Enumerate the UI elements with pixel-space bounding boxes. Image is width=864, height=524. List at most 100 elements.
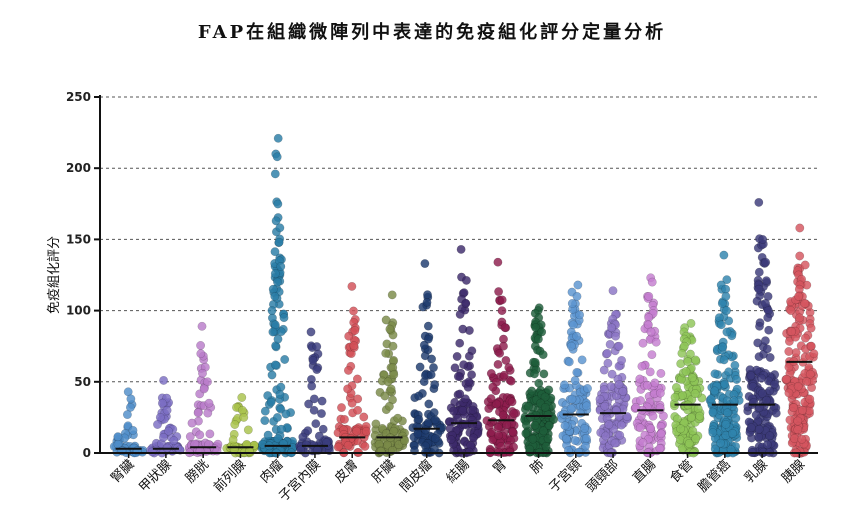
point bbox=[614, 380, 624, 389]
point bbox=[312, 342, 322, 352]
point bbox=[275, 223, 285, 233]
point bbox=[415, 362, 425, 372]
point bbox=[276, 262, 286, 271]
point bbox=[716, 320, 726, 330]
x-label-肺: 肺 bbox=[528, 457, 548, 477]
point bbox=[582, 401, 592, 411]
point bbox=[693, 404, 703, 414]
point bbox=[530, 369, 539, 379]
point bbox=[802, 377, 812, 386]
point bbox=[793, 416, 803, 426]
point bbox=[337, 403, 346, 413]
point bbox=[710, 369, 720, 379]
point bbox=[754, 352, 764, 362]
point bbox=[541, 441, 551, 451]
point bbox=[272, 413, 282, 422]
point bbox=[270, 291, 280, 301]
point bbox=[459, 360, 469, 370]
point bbox=[656, 429, 666, 439]
point bbox=[458, 405, 468, 415]
point bbox=[349, 341, 359, 351]
point bbox=[524, 401, 534, 411]
x-label-間皮瘤: 間皮瘤 bbox=[397, 457, 436, 496]
point bbox=[539, 369, 549, 379]
point bbox=[732, 375, 742, 384]
point bbox=[271, 216, 281, 226]
point bbox=[128, 425, 138, 435]
point bbox=[270, 169, 280, 179]
point bbox=[543, 434, 553, 444]
point bbox=[757, 388, 767, 398]
point bbox=[540, 402, 550, 412]
point bbox=[605, 339, 615, 349]
series-間皮瘤 bbox=[408, 259, 447, 458]
point bbox=[343, 365, 353, 375]
point bbox=[583, 384, 592, 393]
data-points bbox=[109, 133, 819, 458]
y-tick-label-100: 100 bbox=[66, 304, 91, 318]
point bbox=[344, 331, 354, 341]
point bbox=[716, 438, 726, 448]
point bbox=[275, 389, 285, 399]
point bbox=[719, 355, 729, 365]
point bbox=[203, 408, 213, 418]
point bbox=[458, 324, 468, 334]
point bbox=[204, 398, 214, 408]
series-子宮內膜 bbox=[295, 327, 334, 458]
point bbox=[420, 259, 430, 269]
point bbox=[371, 419, 381, 429]
point bbox=[797, 405, 807, 415]
point bbox=[754, 432, 764, 442]
point bbox=[309, 405, 319, 415]
x-label-皮膚: 皮膚 bbox=[331, 457, 361, 487]
x-label-胰腺: 胰腺 bbox=[779, 457, 808, 486]
point bbox=[260, 406, 270, 416]
point bbox=[533, 334, 543, 344]
point bbox=[564, 357, 574, 367]
point bbox=[270, 269, 280, 279]
point bbox=[730, 360, 740, 370]
point bbox=[645, 367, 655, 377]
point bbox=[309, 394, 319, 404]
point bbox=[746, 371, 756, 381]
point bbox=[486, 394, 496, 404]
point bbox=[647, 350, 657, 360]
point bbox=[312, 365, 322, 375]
point bbox=[494, 430, 503, 440]
point bbox=[677, 391, 687, 400]
point bbox=[333, 442, 343, 452]
point bbox=[502, 420, 512, 430]
point bbox=[800, 299, 810, 308]
point bbox=[684, 439, 694, 448]
point bbox=[488, 382, 498, 392]
point bbox=[492, 399, 502, 409]
point bbox=[608, 286, 618, 296]
point bbox=[317, 396, 327, 406]
point bbox=[805, 369, 815, 379]
point bbox=[430, 380, 440, 390]
point bbox=[570, 436, 580, 445]
point bbox=[521, 420, 531, 430]
point bbox=[193, 408, 203, 418]
point bbox=[758, 235, 768, 244]
point bbox=[388, 341, 398, 351]
point bbox=[350, 326, 360, 335]
point bbox=[604, 420, 614, 430]
point bbox=[690, 389, 700, 399]
point bbox=[430, 415, 440, 425]
series-胰腺 bbox=[781, 223, 819, 458]
point bbox=[708, 428, 718, 438]
point bbox=[280, 355, 290, 364]
point bbox=[722, 306, 731, 316]
point bbox=[637, 361, 647, 371]
point bbox=[423, 290, 432, 300]
median-lines bbox=[115, 360, 813, 450]
point bbox=[195, 430, 205, 440]
x-label-食管: 食管 bbox=[667, 457, 697, 487]
y-tick-label-250: 250 bbox=[66, 90, 91, 104]
point bbox=[572, 331, 582, 341]
point bbox=[755, 321, 764, 331]
point bbox=[267, 306, 277, 316]
point bbox=[467, 420, 477, 429]
point bbox=[530, 420, 540, 430]
